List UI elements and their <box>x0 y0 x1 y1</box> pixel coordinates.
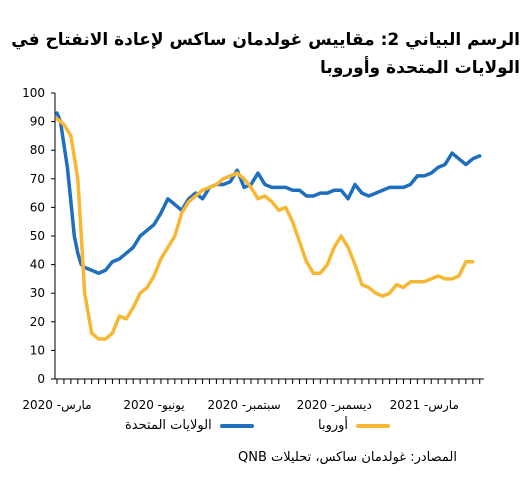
series-line-us <box>55 111 482 275</box>
chart-title-line-2: الولايات المتحدة وأوروبا <box>320 58 520 78</box>
y-tick-label: 60 <box>30 200 45 214</box>
y-tick-label: 80 <box>30 143 45 157</box>
y-tick-label: 30 <box>30 286 45 300</box>
chart-title-line-1: الرسم البياني 2: مقاييس غولدمان ساكس لإع… <box>11 30 520 50</box>
x-tick-label: يونيو- 2020 <box>123 398 184 413</box>
legend-item-europe: أوروبا <box>318 418 391 433</box>
series-line-europe <box>55 116 475 341</box>
chart-title: الرسم البياني 2: مقاييس غولدمان ساكس لإع… <box>0 26 520 82</box>
legend-item-us: الولايات المتحدة <box>125 418 254 433</box>
x-tick-label: مارس- 2021 <box>390 398 459 413</box>
y-tick-label: 10 <box>30 343 45 357</box>
legend-swatch-us <box>219 423 254 428</box>
y-tick-label: 90 <box>30 115 45 129</box>
y-tick-label: 20 <box>30 315 45 329</box>
y-tick-label: 50 <box>30 229 45 243</box>
y-tick-label: 0 <box>37 372 45 386</box>
x-tick-label: سبتمبر- 2020 <box>208 398 281 413</box>
y-tick-label: 40 <box>30 258 45 272</box>
legend-label-us: الولايات المتحدة <box>125 418 212 433</box>
source-note: المصادر: غولدمان ساكس، تحليلات QNB <box>237 450 457 465</box>
y-tick-label: 70 <box>30 172 45 186</box>
x-tick-label: ديسمبر- 2020 <box>297 398 372 413</box>
legend-label-europe: أوروبا <box>318 418 349 433</box>
x-tick-label: مارس- 2020 <box>22 398 91 413</box>
y-tick-label: 100 <box>22 86 45 100</box>
legend-swatch-europe <box>356 423 391 428</box>
